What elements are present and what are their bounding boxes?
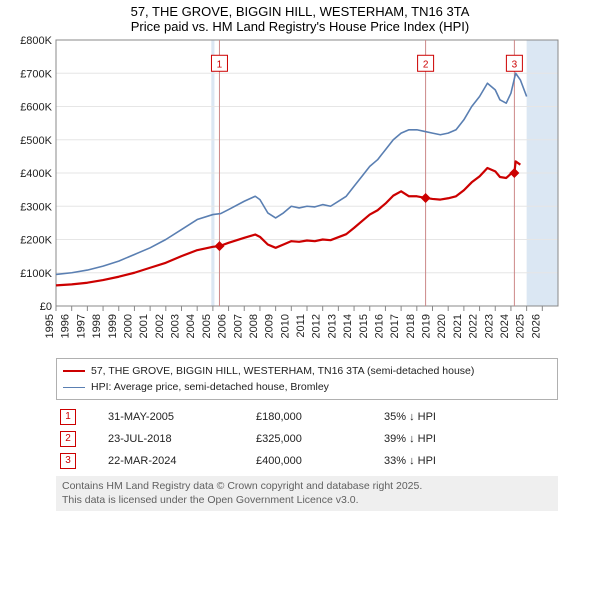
svg-text:2021: 2021 — [452, 314, 464, 338]
svg-text:2010: 2010 — [279, 314, 291, 338]
svg-text:1998: 1998 — [91, 314, 103, 338]
svg-text:£600K: £600K — [20, 102, 52, 114]
svg-text:3: 3 — [512, 59, 518, 70]
legend-item-hpi: HPI: Average price, semi-detached house,… — [63, 379, 551, 395]
svg-text:1997: 1997 — [75, 314, 87, 338]
svg-text:2008: 2008 — [248, 314, 260, 338]
svg-text:2014: 2014 — [342, 314, 354, 338]
svg-text:2022: 2022 — [468, 314, 480, 338]
chart-svg: £0 £100K £200K £300K £400K £500K £600K £700K £80… — [8, 34, 592, 354]
svg-text:2: 2 — [423, 59, 429, 70]
event-delta: 33% ↓ HPI — [380, 450, 558, 472]
svg-text:2024: 2024 — [499, 314, 511, 338]
down-arrow-icon: ↓ — [409, 455, 415, 467]
svg-text:2000: 2000 — [122, 314, 134, 338]
svg-text:2013: 2013 — [326, 314, 338, 338]
title-line-1: 57, THE GROVE, BIGGIN HILL, WESTERHAM, T… — [8, 4, 592, 19]
credit-line-2: This data is licensed under the Open Gov… — [62, 494, 552, 508]
svg-text:2016: 2016 — [373, 314, 385, 338]
event-price: £180,000 — [252, 406, 380, 428]
event-price: £400,000 — [252, 450, 380, 472]
plot-area: £0 £100K £200K £300K £400K £500K £600K £700K £80… — [8, 34, 592, 354]
svg-text:2017: 2017 — [389, 314, 401, 338]
svg-text:1999: 1999 — [107, 314, 119, 338]
svg-text:2009: 2009 — [264, 314, 276, 338]
svg-text:£0: £0 — [40, 301, 52, 313]
svg-text:2004: 2004 — [185, 314, 197, 338]
chart-container: 57, THE GROVE, BIGGIN HILL, WESTERHAM, T… — [0, 0, 600, 519]
event-marker-icon: 1 — [60, 409, 76, 425]
legend-swatch-price-paid — [63, 370, 85, 372]
svg-text:2012: 2012 — [311, 314, 323, 338]
legend: 57, THE GROVE, BIGGIN HILL, WESTERHAM, T… — [56, 358, 558, 400]
svg-text:2003: 2003 — [170, 314, 182, 338]
title-block: 57, THE GROVE, BIGGIN HILL, WESTERHAM, T… — [8, 4, 592, 34]
event-marker-icon: 2 — [60, 431, 76, 447]
svg-text:2006: 2006 — [217, 314, 229, 338]
svg-text:2019: 2019 — [421, 314, 433, 338]
event-date: 22-MAR-2024 — [104, 450, 252, 472]
svg-text:2005: 2005 — [201, 314, 213, 338]
svg-text:2018: 2018 — [405, 314, 417, 338]
credit-box: Contains HM Land Registry data © Crown c… — [56, 476, 558, 511]
legend-swatch-hpi — [63, 387, 85, 388]
event-date: 23-JUL-2018 — [104, 428, 252, 450]
event-date: 31-MAY-2005 — [104, 406, 252, 428]
credit-line-1: Contains HM Land Registry data © Crown c… — [62, 480, 552, 494]
legend-label-hpi: HPI: Average price, semi-detached house,… — [91, 381, 329, 393]
event-row: 1 31-MAY-2005£180,00035% ↓ HPI — [56, 406, 558, 428]
down-arrow-icon: ↓ — [409, 433, 415, 445]
legend-label-price-paid: 57, THE GROVE, BIGGIN HILL, WESTERHAM, T… — [91, 365, 474, 377]
svg-text:1995: 1995 — [44, 314, 56, 338]
svg-text:2007: 2007 — [232, 314, 244, 338]
svg-text:£700K: £700K — [20, 68, 52, 80]
svg-text:£500K: £500K — [20, 135, 52, 147]
svg-text:£200K: £200K — [20, 235, 52, 247]
svg-text:2001: 2001 — [138, 314, 150, 338]
svg-text:£400K: £400K — [20, 168, 52, 180]
event-marker-icon: 3 — [60, 453, 76, 469]
svg-text:£800K: £800K — [20, 35, 52, 47]
event-row: 2 23-JUL-2018£325,00039% ↓ HPI — [56, 428, 558, 450]
svg-text:£100K: £100K — [20, 268, 52, 280]
svg-text:2026: 2026 — [530, 314, 542, 338]
svg-text:1996: 1996 — [60, 314, 72, 338]
svg-text:2011: 2011 — [295, 314, 307, 338]
svg-text:£300K: £300K — [20, 201, 52, 213]
svg-text:2023: 2023 — [483, 314, 495, 338]
svg-text:1: 1 — [217, 59, 223, 70]
svg-text:2002: 2002 — [154, 314, 166, 338]
event-delta: 35% ↓ HPI — [380, 406, 558, 428]
event-row: 3 22-MAR-2024£400,00033% ↓ HPI — [56, 450, 558, 472]
legend-item-price-paid: 57, THE GROVE, BIGGIN HILL, WESTERHAM, T… — [63, 363, 551, 379]
events-table: 1 31-MAY-2005£180,00035% ↓ HPI 2 23-JUL-201… — [56, 406, 558, 472]
title-line-2: Price paid vs. HM Land Registry's House … — [8, 19, 592, 34]
svg-text:2015: 2015 — [358, 314, 370, 338]
event-price: £325,000 — [252, 428, 380, 450]
svg-text:2020: 2020 — [436, 314, 448, 338]
svg-text:2025: 2025 — [515, 314, 527, 338]
event-delta: 39% ↓ HPI — [380, 428, 558, 450]
down-arrow-icon: ↓ — [409, 411, 415, 423]
